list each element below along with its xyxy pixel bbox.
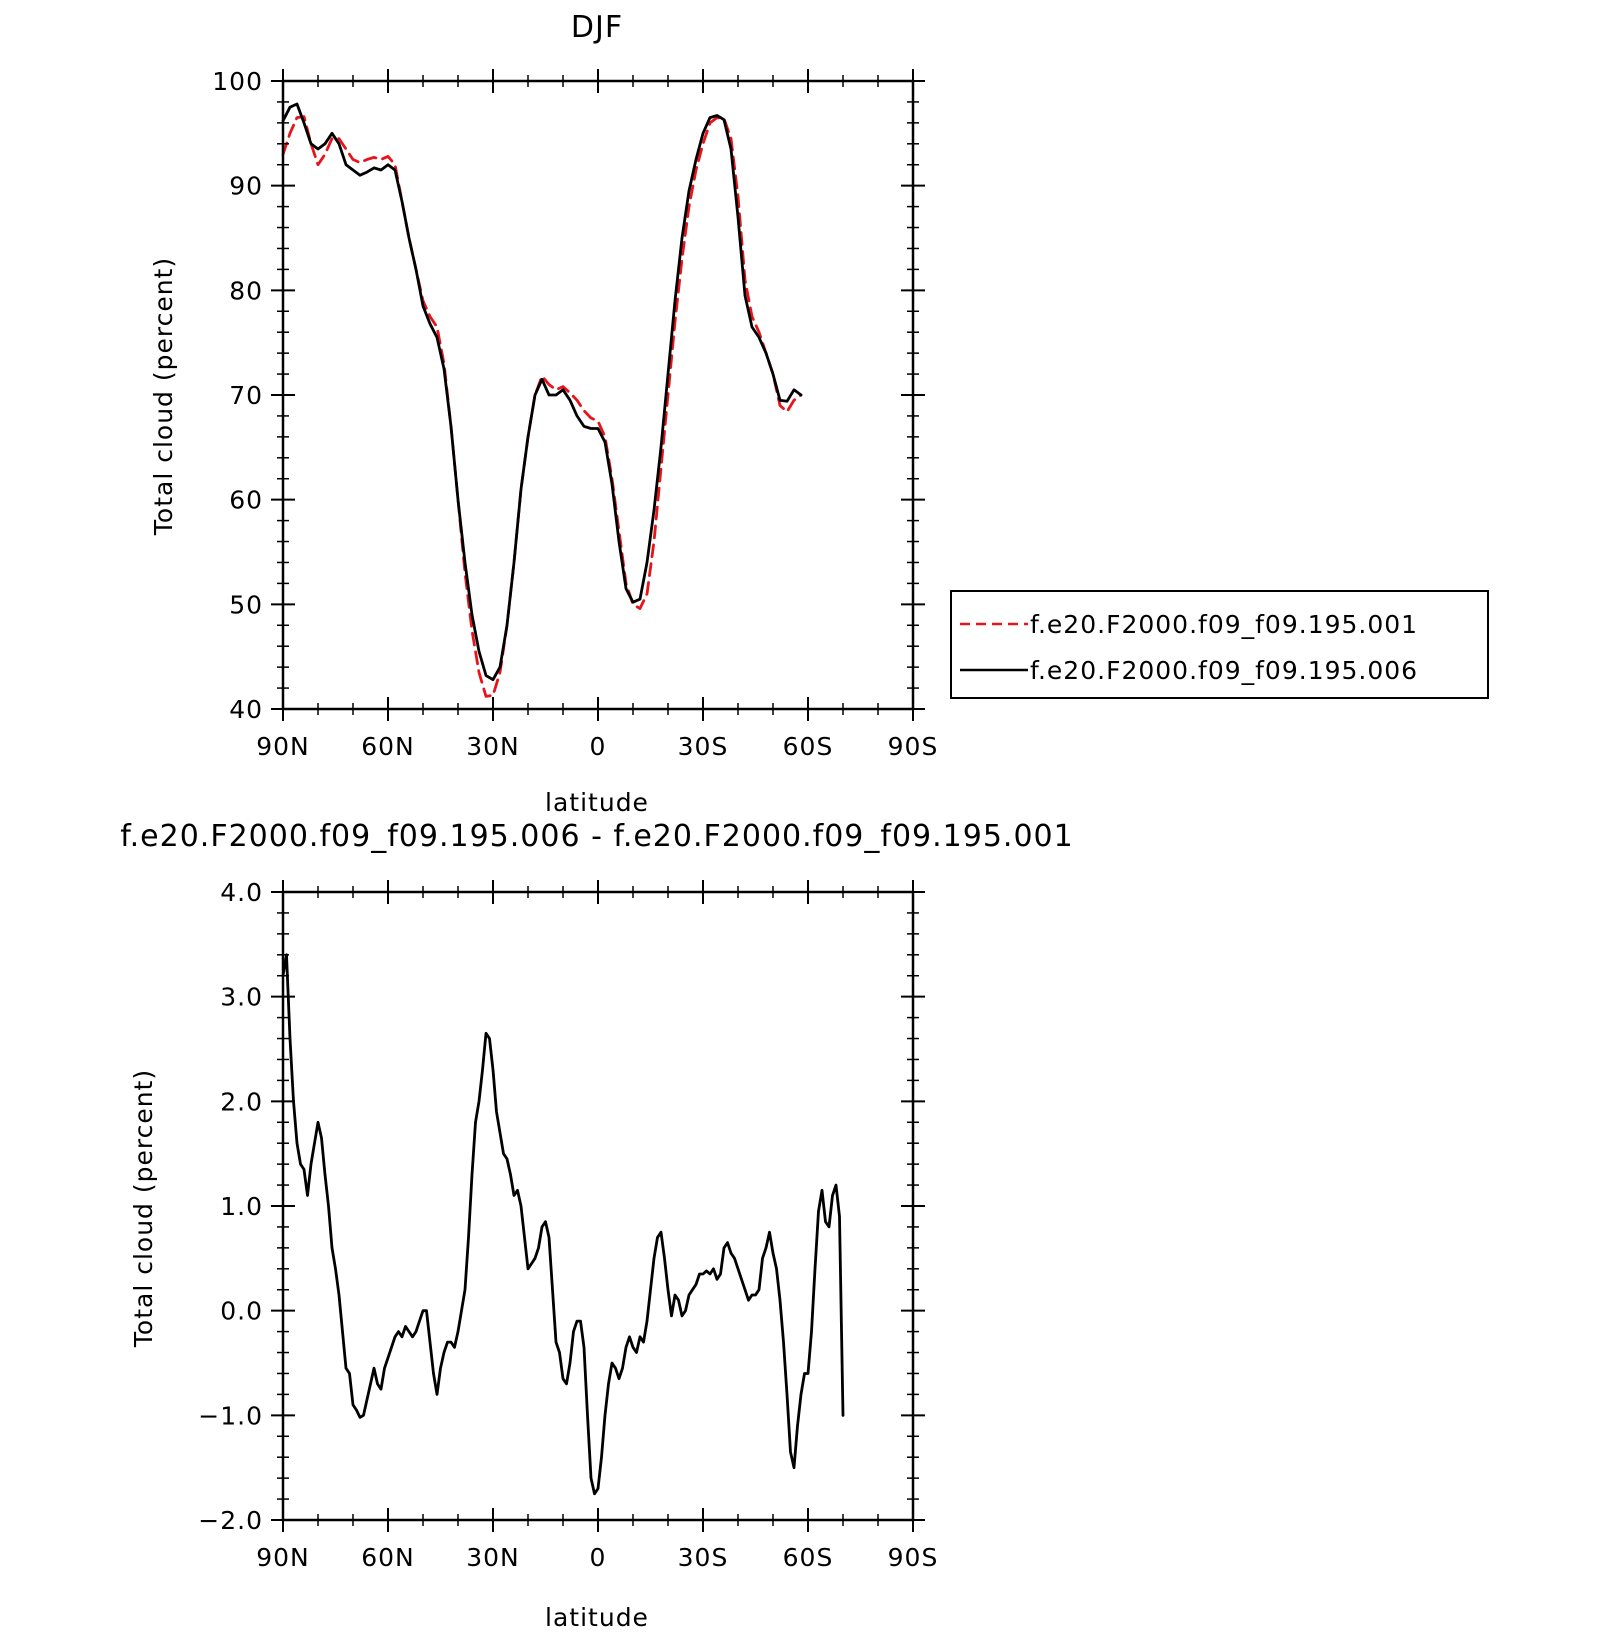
bottom-chart-x-tick-label: 60S [783, 1543, 834, 1572]
top-chart-y-tick-label: 40 [229, 695, 263, 724]
bottom-chart-y-tick-label: 2.0 [220, 1087, 263, 1116]
top-chart-x-tick-label: 30S [678, 732, 729, 761]
top-chart-y-tick-label: 90 [229, 172, 263, 201]
top-chart-x-tick-labels: 90N 60N 30N 0 30S 60S 90S [256, 732, 939, 761]
top-chart-x-tick-label: 60N [361, 732, 415, 761]
top-chart-y-tick-label: 60 [229, 486, 263, 515]
bottom-chart-ticks [271, 880, 925, 1532]
bottom-chart-xlabel: latitude [545, 1603, 649, 1632]
top-chart-ticks [271, 69, 925, 721]
bottom-chart-x-tick-label: 90N [256, 1543, 310, 1572]
bottom-chart-title: f.e20.F2000.f09_f09.195.006 - f.e20.F200… [120, 819, 1073, 854]
legend-label-series-006: f.e20.F2000.f09_f09.195.006 [1030, 656, 1418, 685]
bottom-chart-series-line-0 [281, 953, 845, 1496]
bottom-chart-x-tick-label: 90S [888, 1543, 939, 1572]
top-chart-ylabel: Total cloud (percent) [149, 257, 178, 536]
top-chart-y-tick-label: 70 [229, 381, 263, 410]
top-chart-series-line-1 [281, 102, 803, 682]
top-chart-x-tick-label: 0 [590, 732, 607, 761]
top-chart-x-tick-label: 90N [256, 732, 310, 761]
top-chart-y-tick-labels: 40 50 60 70 80 90 100 [212, 67, 263, 724]
bottom-chart-y-tick-label: −2.0 [198, 1506, 263, 1535]
top-chart-frame [281, 79, 915, 711]
top-chart-series-line-0 [281, 115, 803, 698]
bottom-chart-frame [281, 890, 915, 1522]
top-chart-title: DJF [571, 10, 623, 45]
bottom-chart-x-tick-label: 60N [361, 1543, 415, 1572]
bottom-chart-y-tick-label: 0.0 [220, 1297, 263, 1326]
bottom-chart-x-tick-label: 30S [678, 1543, 729, 1572]
bottom-chart-y-tick-label: 1.0 [220, 1192, 263, 1221]
bottom-chart-x-tick-labels: 90N 60N 30N 0 30S 60S 90S [256, 1543, 939, 1572]
bottom-chart-x-tick-label: 0 [590, 1543, 607, 1572]
top-chart-xlabel: latitude [545, 788, 649, 817]
bottom-chart-ylabel: Total cloud (percent) [129, 1069, 158, 1348]
legend-label-series-001: f.e20.F2000.f09_f09.195.001 [1030, 610, 1418, 639]
legend: f.e20.F2000.f09_f09.195.001 f.e20.F2000.… [950, 590, 1489, 699]
top-chart-y-tick-label: 80 [229, 276, 263, 305]
top-chart-x-tick-label: 60S [783, 732, 834, 761]
bottom-chart-y-tick-labels: −2.0 −1.0 0.0 1.0 2.0 3.0 4.0 [198, 878, 263, 1535]
bottom-chart-x-tick-label: 30N [466, 1543, 520, 1572]
top-line-chart: DJF latitude Total cloud (percent) 90N 60… [149, 10, 939, 817]
top-chart-lines [281, 102, 803, 698]
bottom-line-chart: f.e20.F2000.f09_f09.195.006 - f.e20.F200… [120, 819, 1073, 1632]
top-chart-y-tick-label: 100 [212, 67, 263, 96]
bottom-chart-y-tick-label: 3.0 [220, 983, 263, 1012]
bottom-chart-y-tick-label: 4.0 [220, 878, 263, 907]
bottom-chart-lines [281, 953, 845, 1496]
top-chart-x-tick-label: 30N [466, 732, 520, 761]
bottom-chart-y-tick-label: −1.0 [198, 1401, 263, 1430]
top-chart-y-tick-label: 50 [229, 590, 263, 619]
top-chart-x-tick-label: 90S [888, 732, 939, 761]
legend-box [950, 590, 1489, 699]
